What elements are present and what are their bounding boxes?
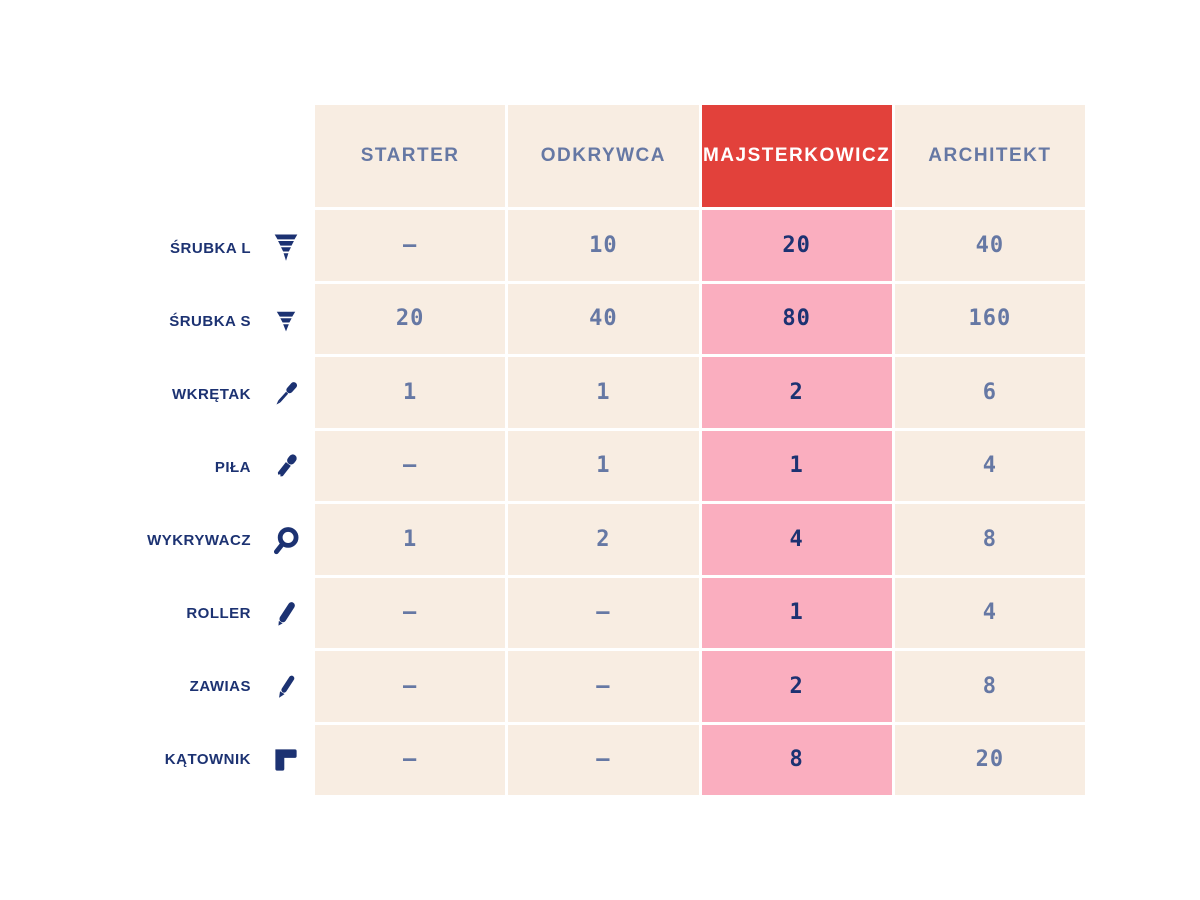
pricing-table: STARTER ODKRYWCA MAJSTERKOWICZ ARCHITEKT –10… — [315, 105, 1085, 795]
cell-majsterkowicz-row3: 2 — [701, 357, 892, 428]
cell-architekt-row7: 8 — [894, 651, 1085, 722]
column-header-architekt: ARCHITEKT — [894, 105, 1085, 207]
cell-starter-row1: – — [315, 210, 506, 281]
cell-architekt-row2: 160 — [894, 283, 1085, 354]
cell-majsterkowicz-row1: 20 — [701, 210, 892, 281]
cell-odkrywca-row7: – — [508, 651, 699, 722]
screw-large-icon — [267, 229, 305, 267]
cell-starter-row3: 1 — [315, 357, 506, 428]
cell-architekt-row3: 6 — [894, 357, 1085, 428]
cell-starter-row4: – — [315, 430, 506, 501]
row-label-text: ŚRUBKA S — [169, 312, 251, 330]
screwdriver-icon — [267, 375, 305, 413]
cell-starter-row6: – — [315, 577, 506, 648]
cell-odkrywca-row5: 2 — [508, 504, 699, 575]
row-label-1: ŚRUBKA L — [70, 213, 305, 283]
row-label-text: ŚRUBKA L — [170, 239, 251, 257]
row-label-2: ŚRUBKA S — [70, 286, 305, 356]
cell-architekt-row8: 20 — [894, 724, 1085, 795]
saw-icon — [267, 448, 305, 486]
cell-architekt-row4: 4 — [894, 430, 1085, 501]
row-label-5: WYKRYWACZ — [70, 506, 305, 576]
cell-odkrywca-row6: – — [508, 577, 699, 648]
row-label-4: PIŁA — [70, 432, 305, 502]
cell-architekt-row6: 4 — [894, 577, 1085, 648]
row-label-3: WKRĘTAK — [70, 359, 305, 429]
cell-starter-row2: 20 — [315, 283, 506, 354]
column-header-majsterkowicz: MAJSTERKOWICZ — [701, 105, 892, 207]
cell-majsterkowicz-row7: 2 — [701, 651, 892, 722]
row-label-text: ROLLER — [186, 605, 251, 623]
cell-odkrywca-row1: 10 — [508, 210, 699, 281]
roller-pen-icon — [267, 595, 305, 633]
cell-odkrywca-row3: 1 — [508, 357, 699, 428]
row-label-text: ZAWIAS — [189, 678, 251, 696]
cell-odkrywca-row2: 40 — [508, 283, 699, 354]
cell-architekt-row1: 40 — [894, 210, 1085, 281]
cell-starter-row5: 1 — [315, 504, 506, 575]
screw-small-icon — [267, 302, 305, 340]
row-label-text: WYKRYWACZ — [147, 532, 251, 550]
cell-majsterkowicz-row8: 8 — [701, 724, 892, 795]
cell-odkrywca-row4: 1 — [508, 430, 699, 501]
row-label-6: ROLLER — [70, 579, 305, 649]
cell-majsterkowicz-row4: 1 — [701, 430, 892, 501]
pen-icon — [267, 668, 305, 706]
cell-majsterkowicz-row5: 4 — [701, 504, 892, 575]
cell-majsterkowicz-row6: 1 — [701, 577, 892, 648]
row-labels-column: ŚRUBKA L ŚRUBKA S WKRĘTAK PIŁA WYKRYWACZ ROLL… — [70, 213, 305, 795]
row-label-7: ZAWIAS — [70, 652, 305, 722]
cell-starter-row8: – — [315, 724, 506, 795]
cell-odkrywca-row8: – — [508, 724, 699, 795]
row-label-8: KĄTOWNIK — [70, 725, 305, 795]
column-header-odkrywca: ODKRYWCA — [508, 105, 699, 207]
cell-starter-row7: – — [315, 651, 506, 722]
cell-majsterkowicz-row2: 80 — [701, 283, 892, 354]
magnifier-icon — [267, 522, 305, 560]
cell-architekt-row5: 8 — [894, 504, 1085, 575]
column-header-starter: STARTER — [315, 105, 506, 207]
row-label-text: KĄTOWNIK — [164, 751, 251, 769]
row-label-text: WKRĘTAK — [171, 385, 251, 403]
angle-square-icon — [267, 741, 305, 779]
row-label-text: PIŁA — [214, 458, 251, 476]
